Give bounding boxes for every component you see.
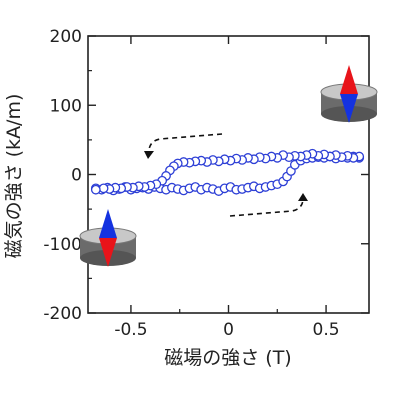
magnet-arrow-top bbox=[340, 65, 358, 94]
magnet-arrow-bottom bbox=[99, 238, 117, 267]
sweep-arrows bbox=[144, 133, 308, 217]
magnet-icon bbox=[320, 65, 378, 123]
x-axis-title: 磁場の強さ (T) bbox=[164, 347, 291, 369]
sweep-arrow-line bbox=[148, 133, 223, 151]
plot-border bbox=[87, 35, 370, 314]
y-tick-label: 200 bbox=[50, 27, 82, 47]
x-tick-label: -0.5 bbox=[114, 320, 147, 340]
magnet-insets bbox=[79, 65, 378, 267]
data-point bbox=[90, 184, 101, 195]
y-axis-title: 磁気の強さ (kA/m) bbox=[3, 94, 25, 259]
sweep-arrow-line bbox=[229, 199, 304, 217]
y-axis: -200 -100 0 100 200 bbox=[43, 27, 369, 324]
x-axis: -0.5 0 0.5 bbox=[114, 36, 340, 340]
data-points bbox=[90, 148, 365, 196]
plot-frame bbox=[87, 35, 370, 314]
magnet-arrow-top bbox=[99, 209, 117, 238]
magnet-arrow-bottom bbox=[340, 94, 358, 123]
y-tick-label: -200 bbox=[43, 304, 82, 324]
y-tick-label: 0 bbox=[71, 166, 82, 186]
x-tick-label: 0 bbox=[223, 320, 234, 340]
y-tick-label: -100 bbox=[43, 235, 82, 255]
data-point bbox=[98, 183, 109, 194]
magnet-icon bbox=[79, 209, 137, 267]
x-tick-label: 0.5 bbox=[313, 320, 340, 340]
sweep-arrow-head bbox=[298, 193, 308, 201]
y-tick-label: 100 bbox=[50, 96, 82, 116]
sweep-arrow-head bbox=[144, 151, 154, 159]
